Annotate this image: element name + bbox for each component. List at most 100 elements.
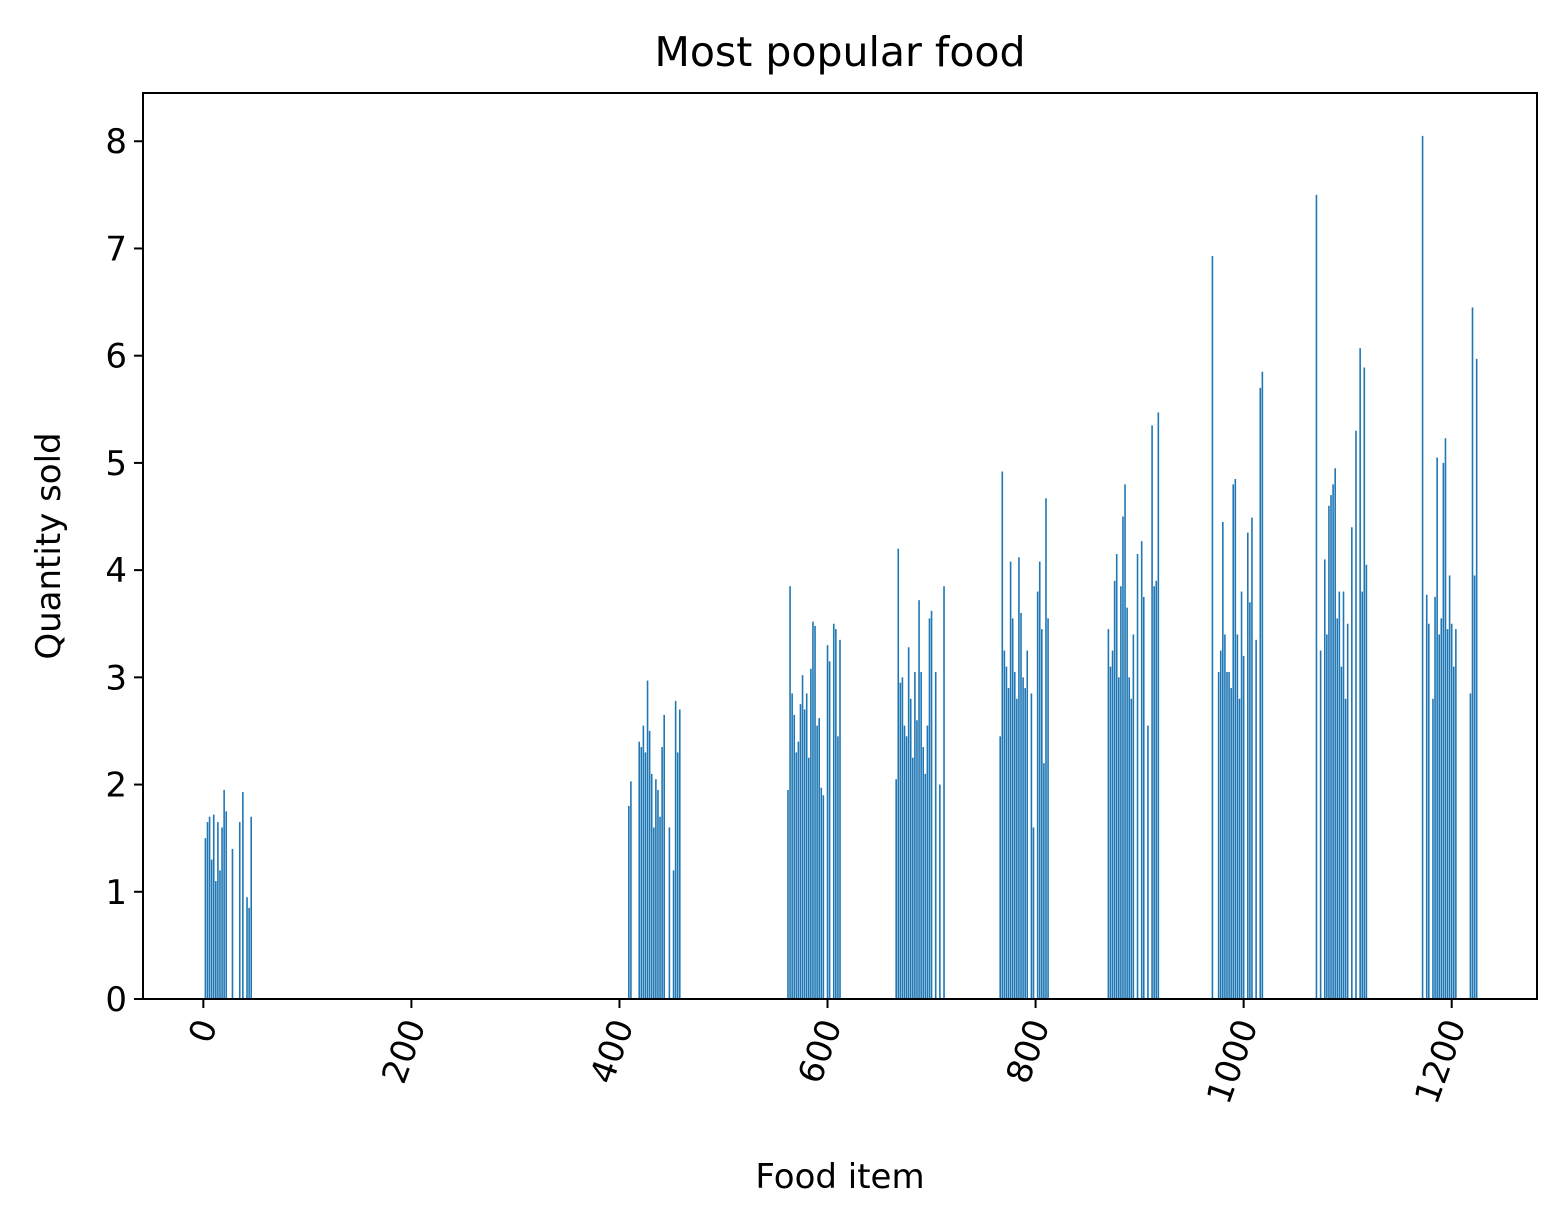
bar <box>797 741 800 999</box>
bar <box>826 645 829 999</box>
bar <box>928 618 931 999</box>
bar <box>1240 591 1243 999</box>
bar <box>1224 634 1226 999</box>
bar <box>1436 457 1438 999</box>
bar <box>657 789 659 999</box>
bar <box>628 806 630 999</box>
y-tick-label: 6 <box>105 337 127 377</box>
bar <box>1473 575 1476 999</box>
bar <box>674 700 677 999</box>
bar <box>818 718 820 999</box>
bar <box>210 859 213 999</box>
bar <box>1003 650 1006 999</box>
bar <box>1255 639 1257 999</box>
bar <box>1434 596 1436 999</box>
y-tick-label: 2 <box>105 766 127 806</box>
bar <box>1448 575 1451 999</box>
bar <box>231 848 234 999</box>
bar <box>1452 666 1455 999</box>
bar <box>1338 591 1341 999</box>
y-axis: 0 1 2 3 4 5 6 7 8 <box>105 122 143 1020</box>
bar <box>839 639 841 999</box>
bar <box>1455 629 1457 999</box>
bar <box>832 623 835 999</box>
y-tick-label: 0 <box>105 980 127 1020</box>
bar <box>1153 586 1155 999</box>
bar <box>914 671 916 999</box>
bar <box>1421 135 1424 999</box>
bar <box>1471 307 1474 999</box>
bar <box>640 747 643 999</box>
bar <box>659 816 661 999</box>
bar <box>801 675 804 999</box>
bar <box>1469 693 1472 999</box>
bars-layer <box>204 135 1478 1000</box>
bar <box>1130 698 1133 999</box>
bar <box>1032 827 1035 999</box>
bar <box>1041 629 1043 999</box>
bar <box>930 610 933 999</box>
bar <box>1346 623 1349 999</box>
bar <box>250 816 252 999</box>
bar <box>787 789 789 999</box>
bar <box>837 736 839 999</box>
bar <box>1045 498 1047 999</box>
bar <box>791 693 793 999</box>
bar <box>1136 554 1139 999</box>
bar <box>246 897 248 999</box>
bar <box>1047 618 1049 999</box>
bar <box>1242 655 1245 999</box>
bar <box>1009 561 1012 999</box>
bar <box>1249 602 1251 999</box>
bar <box>1247 532 1249 999</box>
bar <box>1036 591 1039 999</box>
bar <box>238 822 241 999</box>
bar <box>1450 623 1453 999</box>
bar <box>638 741 641 999</box>
bar <box>822 795 825 999</box>
x-axis-title: Food item <box>755 1157 924 1197</box>
bar <box>1001 471 1004 1000</box>
bar <box>1328 505 1330 999</box>
bar <box>1120 586 1122 999</box>
bar <box>924 773 927 999</box>
y-tick-label: 7 <box>105 229 127 269</box>
bar <box>1111 650 1114 999</box>
bar <box>795 752 798 999</box>
bar <box>1238 698 1241 999</box>
bar <box>1232 484 1235 1000</box>
bar <box>1330 495 1332 999</box>
bar <box>799 704 802 999</box>
bar <box>678 709 681 999</box>
bar <box>1332 484 1334 1000</box>
bar <box>644 752 647 999</box>
bar <box>820 787 823 999</box>
bar <box>672 870 675 999</box>
bar <box>648 730 651 999</box>
bar <box>650 773 653 999</box>
bar <box>916 720 918 999</box>
bar <box>221 827 223 999</box>
bar <box>939 784 941 999</box>
bar <box>793 714 796 999</box>
bar <box>219 870 221 999</box>
bar <box>922 747 925 999</box>
bar <box>1132 634 1135 999</box>
bar <box>1118 677 1120 999</box>
bar <box>1340 666 1343 999</box>
bar <box>1107 629 1110 999</box>
bar <box>807 757 810 999</box>
y-tick-label: 3 <box>105 658 127 698</box>
bar <box>1142 596 1145 999</box>
bar <box>217 822 219 999</box>
bar <box>1113 580 1116 999</box>
bar <box>242 792 244 999</box>
bar <box>905 736 908 999</box>
bar <box>1363 367 1366 1000</box>
bar <box>668 827 671 999</box>
bar <box>999 736 1002 999</box>
bar <box>630 781 632 999</box>
bar <box>828 661 831 999</box>
bar <box>1259 387 1262 1000</box>
